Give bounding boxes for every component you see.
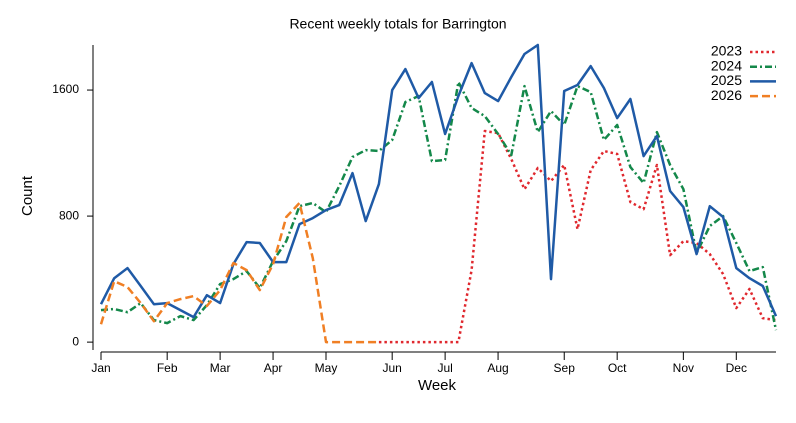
y-tick-label: 1600 — [52, 82, 79, 96]
legend-label: 2026 — [711, 87, 742, 103]
x-tick-label: Feb — [157, 361, 178, 375]
y-tick-label: 800 — [59, 208, 79, 222]
x-tick-label: Oct — [608, 361, 627, 375]
x-tick-label: Jan — [91, 361, 110, 375]
x-tick-label: Dec — [726, 361, 747, 375]
series-line — [100, 80, 778, 331]
x-tick-label: Mar — [210, 361, 231, 375]
y-axis-label: Count — [19, 175, 36, 216]
series-line — [99, 201, 379, 344]
x-tick-label: Nov — [673, 361, 694, 375]
x-tick-label: Aug — [487, 361, 508, 375]
x-tick-label: Sep — [554, 361, 576, 375]
legend-label: 2024 — [711, 57, 742, 73]
x-axis-label: Week — [418, 377, 457, 394]
x-tick-label: Jul — [437, 361, 452, 375]
x-tick-label: May — [315, 361, 338, 375]
y-tick-label: 0 — [72, 334, 79, 348]
x-tick-label: Jun — [382, 361, 401, 375]
x-tick-label: Apr — [264, 361, 283, 375]
series-line — [378, 129, 777, 344]
legend-label: 2023 — [711, 43, 742, 59]
legend-label: 2025 — [711, 72, 742, 88]
series-line — [99, 43, 778, 319]
chart-title: Recent weekly totals for Barrington — [289, 16, 506, 32]
